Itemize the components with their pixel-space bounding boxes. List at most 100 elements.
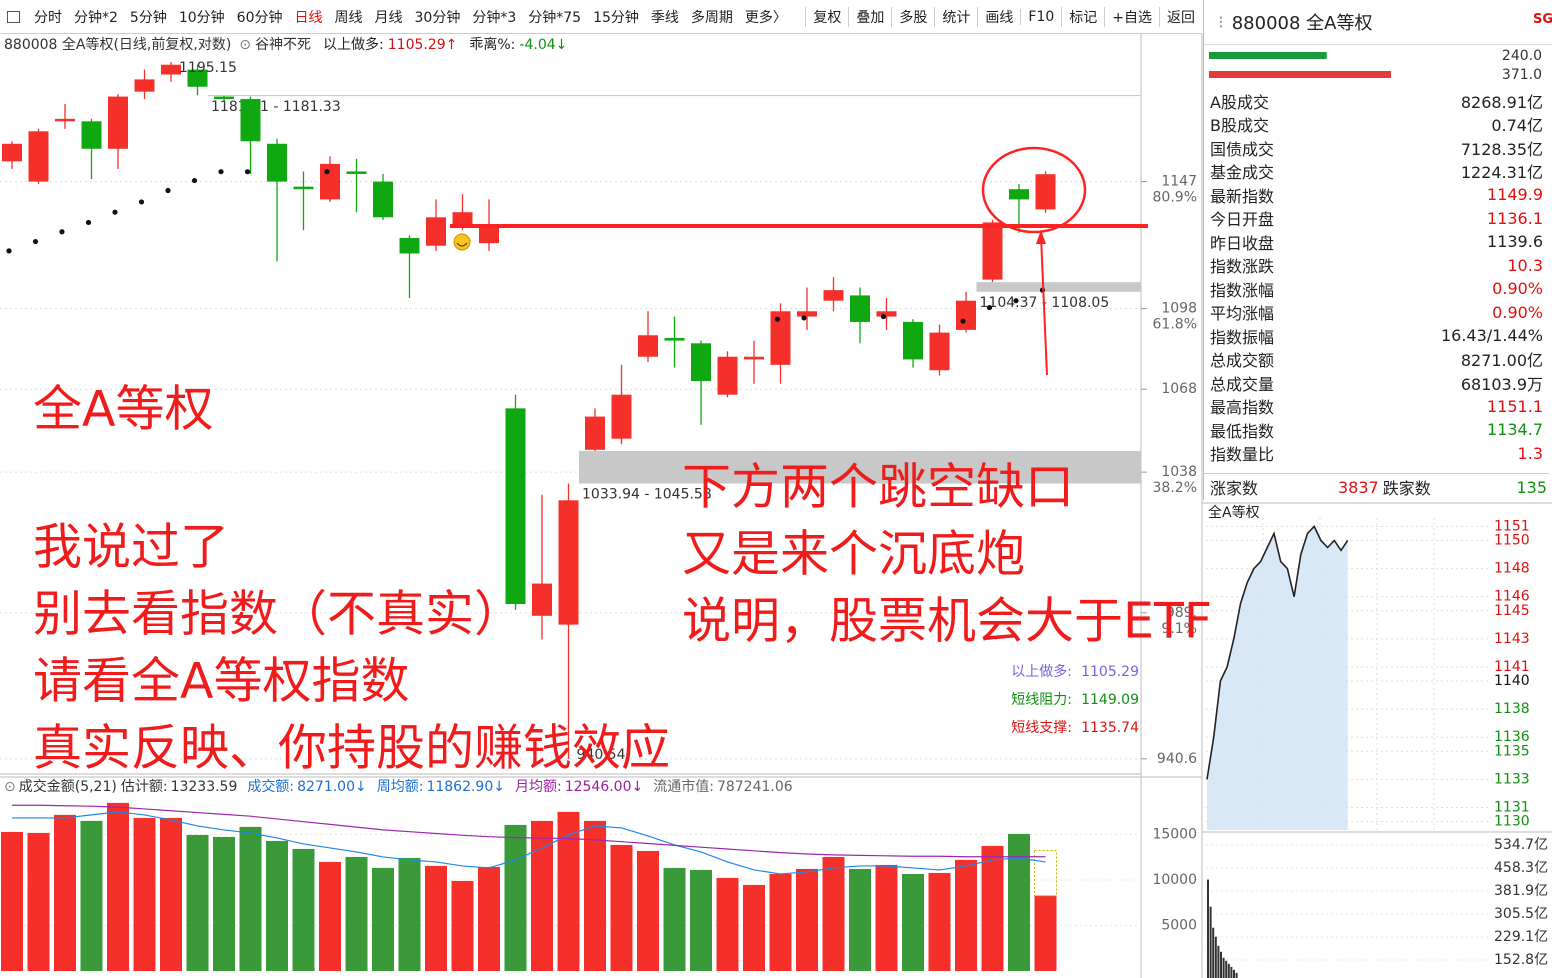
side-bars: 240.0 371.0	[1209, 48, 1542, 83]
volume-bar	[1209, 906, 1212, 978]
candle-body	[399, 237, 420, 254]
header-value: 8271.00↓	[297, 779, 367, 795]
volume-bar	[1008, 833, 1030, 971]
stats-table: A股成交 8268.91亿 B股成交 0.74亿 国债成交 7128.35亿 基金成交 122…	[1204, 89, 1552, 465]
candle-body	[373, 181, 393, 218]
tool-button[interactable]: 统计	[934, 6, 977, 27]
volume-bar	[796, 868, 818, 971]
period-tab[interactable]: 分钟*3	[472, 9, 517, 26]
level-value: 1135.74	[1081, 720, 1139, 736]
volume-bar	[54, 814, 76, 971]
tool-button[interactable]: 画线	[977, 6, 1020, 27]
candle-body	[240, 99, 261, 142]
tool-button[interactable]: 标记	[1061, 6, 1104, 27]
period-tab[interactable]: 分钟*2	[74, 9, 118, 26]
header-value: 787241.06	[717, 779, 793, 795]
candle-body	[214, 96, 234, 100]
annotation-text: 又是来个沉底炮	[682, 526, 1025, 583]
toolbar: 分时 分钟*2 5分钟 10分钟 60分钟 日线 周线 月线 30分钟 分钟*3 分钟*75 15分钟…	[0, 0, 1202, 34]
stats-row: 最高指数 1151.1	[1204, 395, 1552, 419]
volume-bar	[80, 820, 103, 971]
level-label: 短线支撑:	[1011, 720, 1072, 736]
y-tick-label: 1068	[1161, 381, 1197, 397]
candle-body	[638, 335, 658, 357]
tool-button[interactable]: +自选	[1104, 6, 1159, 27]
up-label: 涨家数	[1210, 479, 1259, 498]
badge: SG	[1532, 12, 1552, 27]
period-tab[interactable]: 月线	[374, 9, 403, 26]
stats-value: 68103.9万	[1460, 374, 1543, 394]
sar-dot	[59, 229, 65, 235]
period-tab[interactable]: 更多〉	[744, 9, 787, 26]
y-tick-label: 534.7亿	[1494, 837, 1548, 853]
chart-header: 880008 全A等权(日线,前复权,对数) ⊙ 谷神不死 以上做多: 1105.29↑…	[4, 36, 567, 53]
period-tab[interactable]: 日线	[294, 9, 323, 26]
period-tab[interactable]: 60分钟	[236, 9, 283, 26]
candle-body	[187, 69, 208, 87]
stats-value: 0.74亿	[1491, 116, 1543, 136]
volume-bar	[292, 848, 315, 971]
stats-value: 1.3	[1517, 443, 1543, 463]
tool-button[interactable]: F10	[1020, 8, 1061, 25]
volume-bar	[1217, 945, 1220, 978]
volume-bar	[478, 866, 500, 971]
volume-bar	[266, 840, 288, 971]
stats-label: 指数量比	[1210, 445, 1275, 465]
candle-body	[161, 64, 181, 75]
header-label: 流通市值:	[653, 778, 714, 795]
stats-row: 总成交额 8271.00亿	[1204, 348, 1552, 372]
stats-label: 最低指数	[1210, 421, 1275, 441]
period-tab[interactable]: 分时	[34, 9, 62, 26]
window-icon	[7, 10, 20, 23]
tool-button[interactable]: 多股	[891, 6, 934, 27]
moving-average	[12, 804, 1046, 858]
period-tab[interactable]: 季线	[650, 9, 679, 26]
volume-title: 成交金额(5,21)	[19, 778, 117, 795]
candle-body	[585, 416, 605, 450]
stats-row: 基金成交 1224.31亿	[1204, 160, 1552, 184]
fib-label: 61.8%	[1153, 317, 1197, 333]
period-tab[interactable]: 30分钟	[414, 9, 461, 26]
period-tab[interactable]: 分钟*75	[528, 9, 582, 26]
up-count: 3837	[1338, 477, 1379, 497]
candle-body	[267, 143, 287, 182]
volume-bar	[1207, 879, 1209, 978]
sar-dot	[244, 169, 251, 175]
period-tab[interactable]: 周线	[334, 9, 363, 26]
gap-label: 1033.94 - 1045.58	[582, 487, 712, 503]
y-tick-label: 1150	[1494, 532, 1530, 548]
volume-bar	[1220, 951, 1222, 978]
stats-label: 指数涨幅	[1210, 280, 1275, 300]
volume-bar	[1212, 927, 1215, 978]
stats-value: 1136.1	[1487, 208, 1543, 228]
menu-icon: ⁝	[1218, 11, 1224, 33]
candle-body	[797, 311, 817, 317]
stats-value: 1139.6	[1487, 232, 1543, 252]
period-tab[interactable]: 15分钟	[593, 9, 639, 26]
tool-button[interactable]: 复权	[805, 6, 848, 27]
sar-dot	[85, 219, 92, 226]
stats-label: 平均涨幅	[1210, 304, 1275, 324]
volume-bar	[743, 884, 765, 971]
volume-bar	[504, 824, 527, 971]
gap-band	[976, 282, 1141, 292]
period-tab[interactable]: 多周期	[690, 9, 733, 26]
period-tab[interactable]: 5分钟	[129, 9, 167, 26]
volume-bar	[928, 872, 951, 971]
stats-label: 基金成交	[1210, 163, 1275, 183]
volume-bar	[27, 832, 50, 971]
period-tab[interactable]: 10分钟	[178, 9, 225, 26]
stats-value: 0.90%	[1492, 279, 1543, 299]
volume-bar	[1227, 963, 1230, 978]
volume-bar	[107, 802, 129, 971]
level-label: 以上做多:	[1011, 663, 1072, 680]
tool-button[interactable]: 返回	[1159, 6, 1202, 27]
emoji-smile	[456, 242, 468, 247]
stats-row: 今日开盘 1136.1	[1204, 207, 1552, 231]
extreme-label: 1195.15	[179, 60, 237, 76]
volume-bar	[955, 859, 977, 971]
candle-body	[505, 408, 526, 605]
gap-band	[208, 95, 1141, 97]
tool-button[interactable]: 叠加	[848, 6, 891, 27]
